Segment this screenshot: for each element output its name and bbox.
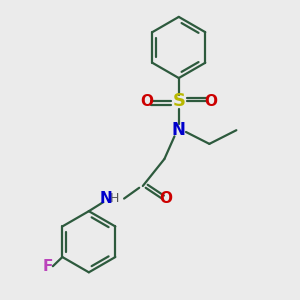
- Text: N: N: [172, 121, 186, 139]
- Text: O: O: [140, 94, 153, 109]
- Text: O: O: [160, 191, 173, 206]
- Text: O: O: [205, 94, 218, 109]
- Text: S: S: [172, 92, 185, 110]
- Text: H: H: [109, 192, 119, 205]
- Text: F: F: [42, 259, 53, 274]
- Text: N: N: [100, 191, 112, 206]
